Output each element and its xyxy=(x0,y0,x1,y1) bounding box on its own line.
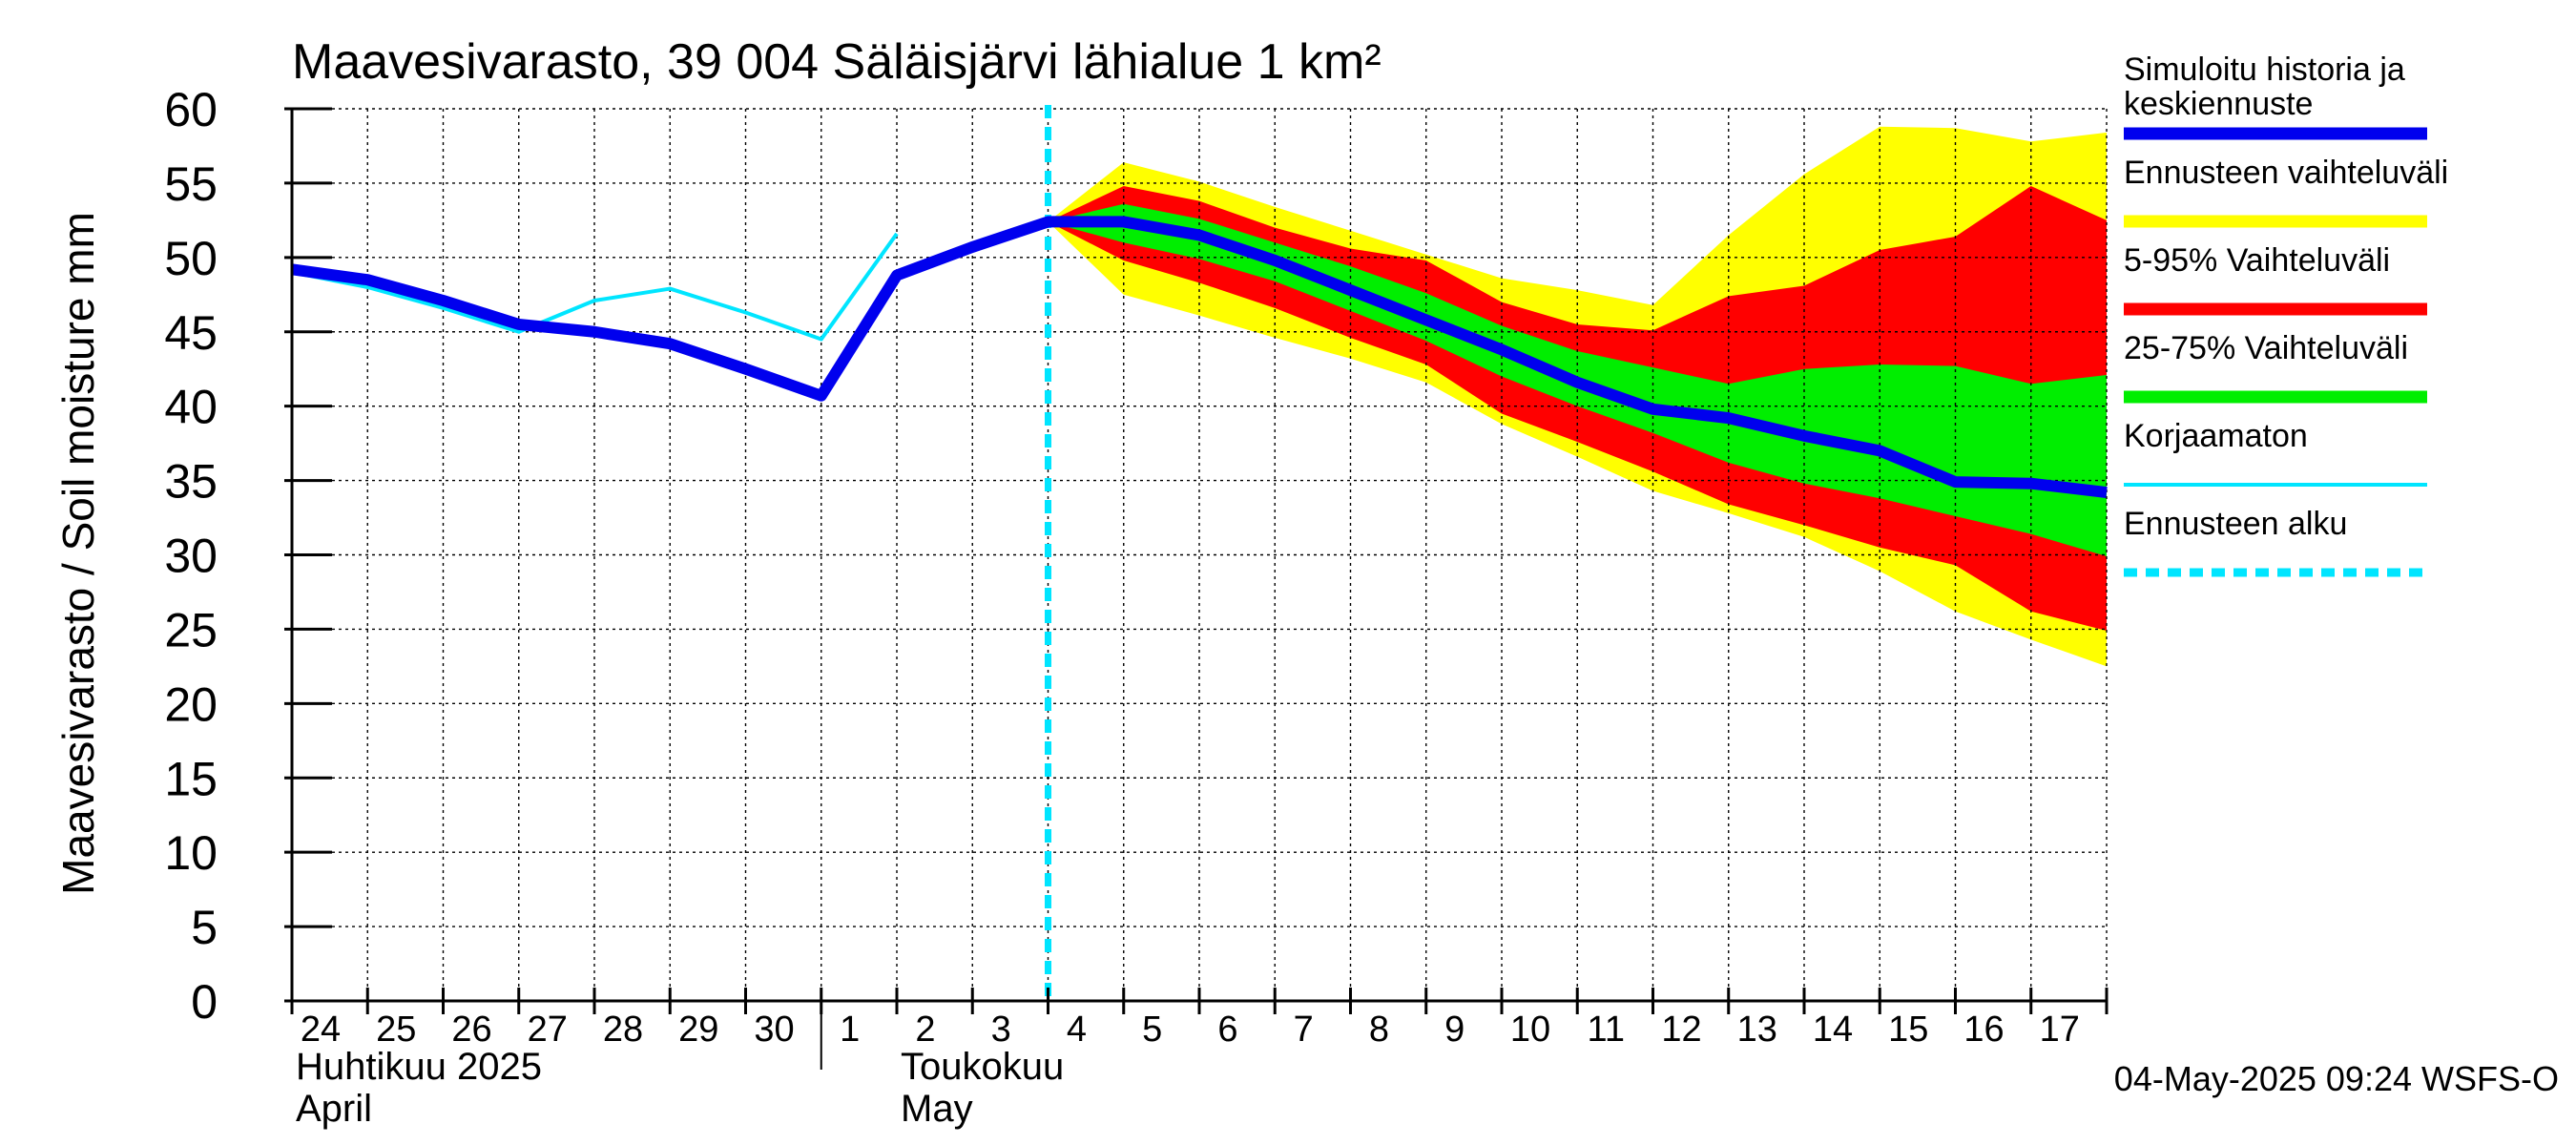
month-label: Huhtikuu 2025 xyxy=(296,1046,542,1088)
x-tick-label: 26 xyxy=(451,1010,491,1050)
legend-label: 5-95% Vaihteluväli xyxy=(2124,242,2390,279)
x-tick-label: 27 xyxy=(528,1010,568,1050)
series-korjaamaton xyxy=(291,232,899,342)
series-lines xyxy=(291,105,2108,1001)
x-tick-label: 9 xyxy=(1444,1010,1465,1050)
x-tick-label: 10 xyxy=(1510,1010,1550,1050)
x-tick-label: 16 xyxy=(1963,1010,2004,1050)
y-tick-label: 30 xyxy=(164,530,218,583)
x-tick-label: 28 xyxy=(603,1010,643,1050)
y-tick-label: 5 xyxy=(191,901,218,954)
footer-timestamp: 04-May-2025 09:24 WSFS-O xyxy=(2114,1059,2559,1098)
y-tick-label: 25 xyxy=(164,603,218,656)
y-tick-label: 10 xyxy=(164,826,218,880)
x-tick-label: 5 xyxy=(1142,1010,1162,1050)
y-tick-label: 45 xyxy=(164,306,218,360)
x-tick-label: 2 xyxy=(915,1010,935,1050)
legend-label-2: keskiennuste xyxy=(2124,86,2313,122)
x-tick-label: 3 xyxy=(991,1010,1011,1050)
x-tick-label: 29 xyxy=(678,1010,718,1050)
y-tick-label: 50 xyxy=(164,232,218,285)
chart-title: Maavesivarasto, 39 004 Säläisjärvi lähia… xyxy=(292,34,1381,90)
x-tick-label: 8 xyxy=(1369,1010,1389,1050)
x-tick-label: 25 xyxy=(376,1010,416,1050)
legend-label: 25-75% Vaihteluväli xyxy=(2124,330,2408,366)
y-tick-label: 60 xyxy=(164,83,218,136)
grid xyxy=(292,108,2108,1001)
x-tick-label: 13 xyxy=(1737,1010,1777,1050)
x-tick-label: 24 xyxy=(301,1010,341,1050)
x-tick-label: 1 xyxy=(840,1010,860,1050)
x-tick-label: 11 xyxy=(1588,1010,1625,1050)
legend-label: Ennusteen vaihteluväli xyxy=(2124,155,2448,191)
series-keskiennuste xyxy=(291,216,2108,499)
x-tick-label: 17 xyxy=(2040,1010,2080,1050)
y-tick-label: 40 xyxy=(164,381,218,434)
month-label-en: April xyxy=(296,1088,372,1130)
y-tick-label: 55 xyxy=(164,157,218,211)
band-5-95-vaihteluv-li xyxy=(1048,186,2107,631)
y-tick-label: 0 xyxy=(191,975,218,1029)
x-tick-label: 4 xyxy=(1067,1010,1087,1050)
month-label-en: May xyxy=(901,1088,973,1130)
y-tick-label: 15 xyxy=(164,752,218,805)
x-tick-label: 7 xyxy=(1294,1010,1314,1050)
y-tick-label: 35 xyxy=(164,455,218,509)
y-axis-label: Maavesivarasto / Soil moisture mm xyxy=(53,212,103,895)
y-tick-label: 20 xyxy=(164,677,218,731)
x-tick-label: 6 xyxy=(1217,1010,1237,1050)
legend-label: Simuloitu historia ja xyxy=(2124,52,2405,88)
x-tick-label: 14 xyxy=(1813,1010,1853,1050)
legend-label: Korjaamaton xyxy=(2124,418,2308,454)
x-tick-label: 30 xyxy=(754,1010,794,1050)
x-tick-label: 12 xyxy=(1661,1010,1701,1050)
x-tick-label: 15 xyxy=(1888,1010,1928,1050)
month-label: Toukokuu xyxy=(901,1046,1064,1088)
legend-label: Ennusteen alku xyxy=(2124,506,2347,542)
